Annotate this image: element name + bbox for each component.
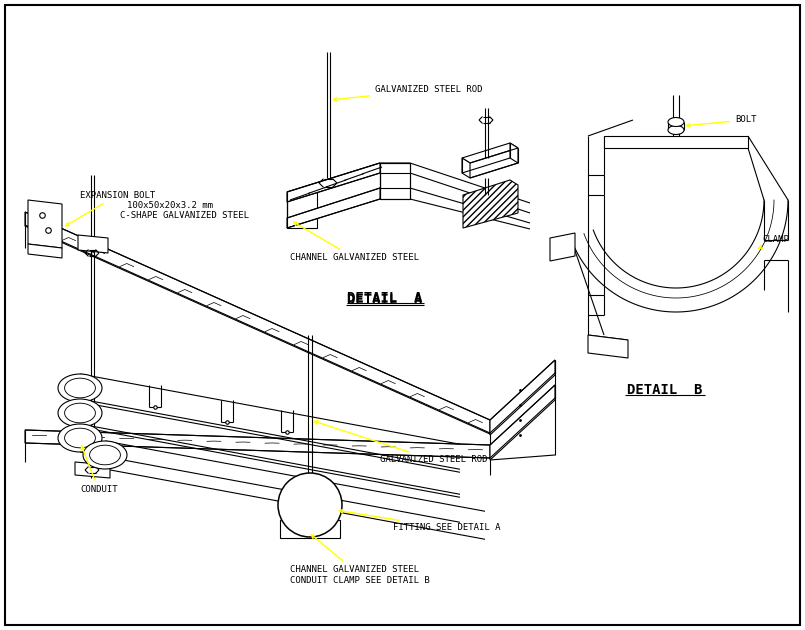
Polygon shape [25,430,490,458]
Text: FITTING SEE DETAIL A: FITTING SEE DETAIL A [339,510,501,532]
Polygon shape [287,163,380,202]
Polygon shape [463,180,518,228]
Text: C-SHAPE GALVANIZED STEEL: C-SHAPE GALVANIZED STEEL [120,210,249,219]
Text: BOLT: BOLT [687,115,757,127]
Text: DETAIL  B: DETAIL B [627,383,703,397]
Ellipse shape [64,403,96,423]
Text: 100x50x20x3.2 mm: 100x50x20x3.2 mm [127,200,213,210]
Ellipse shape [58,374,102,402]
Polygon shape [510,143,518,163]
Polygon shape [78,235,108,253]
Polygon shape [462,143,518,163]
Text: DETAIL  A: DETAIL A [347,291,423,305]
Text: GALVANIZED STEEL ROD: GALVANIZED STEEL ROD [333,86,482,101]
Polygon shape [604,136,748,148]
Ellipse shape [83,441,127,469]
Polygon shape [25,212,490,434]
Polygon shape [490,385,555,460]
Polygon shape [287,163,410,192]
Polygon shape [287,188,380,228]
Polygon shape [75,462,110,478]
Ellipse shape [58,399,102,427]
Polygon shape [28,200,62,248]
Ellipse shape [64,428,96,448]
Polygon shape [280,520,340,538]
Ellipse shape [64,378,96,398]
Text: CHANNEL GALVANIZED STEEL: CHANNEL GALVANIZED STEEL [290,222,419,263]
Polygon shape [490,360,555,435]
Polygon shape [380,163,410,199]
Ellipse shape [668,118,684,127]
Polygon shape [295,500,326,510]
Text: EXPANSION BOLT: EXPANSION BOLT [66,190,155,226]
Text: CHANNEL GALVANIZED STEEL
CONDUIT CLAMP SEE DETAIL B: CHANNEL GALVANIZED STEEL CONDUIT CLAMP S… [290,535,430,585]
Polygon shape [588,335,628,358]
Polygon shape [287,192,317,228]
Text: CONDUIT: CONDUIT [80,446,118,495]
Circle shape [278,473,342,537]
Polygon shape [462,158,470,178]
Text: GALVANIZED STEEL ROD: GALVANIZED STEEL ROD [314,421,488,464]
Polygon shape [550,233,575,261]
Ellipse shape [58,424,102,452]
Ellipse shape [668,125,684,134]
Polygon shape [28,244,62,258]
Text: DETAIL  A: DETAIL A [347,293,423,307]
Ellipse shape [89,445,121,465]
Text: CLAMP: CLAMP [758,236,789,248]
